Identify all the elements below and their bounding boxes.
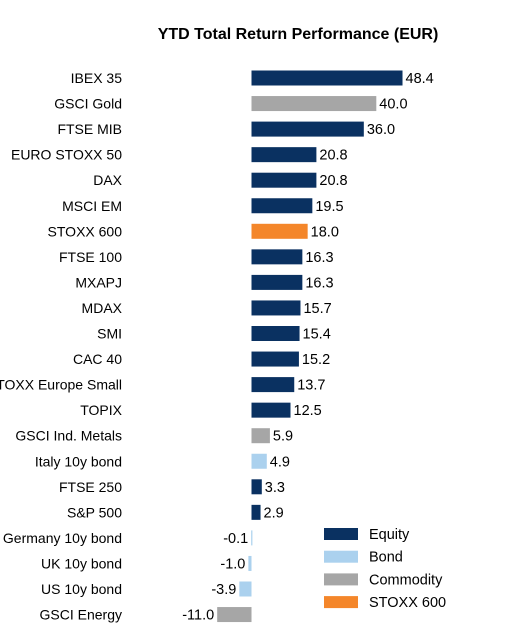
category-label-gsci-gold: GSCI Gold <box>54 96 122 112</box>
bar-italy-10y-bond <box>251 453 267 469</box>
category-label-uk-10y-bond: UK 10y bond <box>41 555 122 571</box>
bar-gsci-ind-metals <box>251 428 270 444</box>
bar-ftse-mib <box>251 121 364 137</box>
value-label-ftse-250: 3.3 <box>265 480 285 496</box>
bar-msci-em <box>251 198 313 214</box>
bar-gsci-energy <box>217 607 252 623</box>
legend-label-commodity: Commodity <box>369 572 443 588</box>
category-label-mdax: MDAX <box>82 300 123 316</box>
value-label-ftse-100: 16.3 <box>305 250 333 266</box>
category-label-stoxx-europe-small: STOXX Europe Small <box>0 377 122 393</box>
legend-swatch-stoxx-600 <box>324 596 358 609</box>
bar-mxapj <box>251 274 303 290</box>
legend-label-bond: Bond <box>369 550 403 566</box>
value-label-stoxx-europe-small: 13.7 <box>297 378 325 394</box>
category-label-mxapj: MXAPJ <box>75 274 122 290</box>
category-label-smi: SMI <box>97 326 122 342</box>
category-label-stoxx-600: STOXX 600 <box>48 223 123 239</box>
category-label-gsci-energy: GSCI Energy <box>40 607 122 623</box>
chart-title: YTD Total Return Performance (EUR) <box>158 26 439 43</box>
category-label-s-p-500: S&P 500 <box>67 504 122 520</box>
value-label-s-p-500: 2.9 <box>264 505 284 521</box>
value-label-mxapj: 16.3 <box>305 275 333 291</box>
bar-ftse-250 <box>251 479 262 495</box>
value-label-dax: 20.8 <box>319 173 347 189</box>
category-label-ftse-250: FTSE 250 <box>59 479 122 495</box>
bar-gsci-gold <box>251 96 377 112</box>
value-label-smi: 15.4 <box>303 327 331 343</box>
value-label-stoxx-600: 18.0 <box>311 224 339 240</box>
category-label-germany-10y-bond: Germany 10y bond <box>3 530 122 546</box>
category-label-ibex-35: IBEX 35 <box>71 70 123 86</box>
value-label-euro-stoxx-50: 20.8 <box>319 148 347 164</box>
category-label-us-10y-bond: US 10y bond <box>41 581 122 597</box>
bar-us-10y-bond <box>239 581 252 597</box>
legend-swatch-equity <box>324 528 358 540</box>
value-label-uk-10y-bond: -1.0 <box>220 556 245 572</box>
category-label-ftse-100: FTSE 100 <box>59 249 122 265</box>
value-label-germany-10y-bond: -0.1 <box>223 531 248 547</box>
value-label-ftse-mib: 36.0 <box>367 122 395 138</box>
bar-smi <box>251 326 300 341</box>
bar-stoxx-europe-small <box>251 377 295 393</box>
value-label-us-10y-bond: -3.9 <box>211 582 236 598</box>
value-label-gsci-ind-metals: 5.9 <box>273 429 293 445</box>
bar-cac-40 <box>251 351 299 367</box>
value-label-gsci-gold: 40.0 <box>379 97 407 113</box>
bar-ibex-35 <box>251 70 403 86</box>
bar-ftse-100 <box>251 249 303 265</box>
bar-stoxx-600 <box>251 223 308 239</box>
value-label-msci-em: 19.5 <box>315 199 343 215</box>
bar-uk-10y-bond <box>248 555 252 571</box>
category-label-cac-40: CAC 40 <box>73 351 122 367</box>
bar-euro-stoxx-50 <box>251 147 317 163</box>
category-label-ftse-mib: FTSE MIB <box>57 121 122 137</box>
value-label-ibex-35: 48.4 <box>406 71 434 87</box>
category-label-euro-stoxx-50: EURO STOXX 50 <box>11 147 122 163</box>
value-label-topix: 12.5 <box>294 403 322 419</box>
value-label-cac-40: 15.2 <box>302 352 330 368</box>
value-label-gsci-energy: -11.0 <box>182 608 214 624</box>
bar-topix <box>251 402 291 418</box>
bars-layer: IBEX 35 48.4 GSCI Gold 40.0 FTSE MIB 36.0 EURO… <box>0 70 434 624</box>
legend-swatch-commodity <box>324 573 358 586</box>
category-label-topix: TOPIX <box>80 402 122 418</box>
category-label-italy-10y-bond: Italy 10y bond <box>35 453 122 469</box>
category-label-gsci-ind-metals: GSCI Ind. Metals <box>15 428 122 444</box>
category-label-dax: DAX <box>93 172 122 188</box>
bar-dax <box>251 172 317 188</box>
category-label-msci-em: MSCI EM <box>62 198 122 214</box>
legend-swatch-bond <box>324 550 358 563</box>
legend: Equity Bond Commodity STOXX 600 <box>324 527 446 611</box>
value-label-mdax: 15.7 <box>303 301 331 317</box>
legend-label-stoxx-600: STOXX 600 <box>369 595 446 611</box>
bar-germany-10y-bond <box>251 530 253 546</box>
legend-label-equity: Equity <box>369 527 410 543</box>
value-label-italy-10y-bond: 4.9 <box>270 454 290 470</box>
bar-s-p-500 <box>251 504 261 520</box>
bar-mdax <box>251 300 301 316</box>
